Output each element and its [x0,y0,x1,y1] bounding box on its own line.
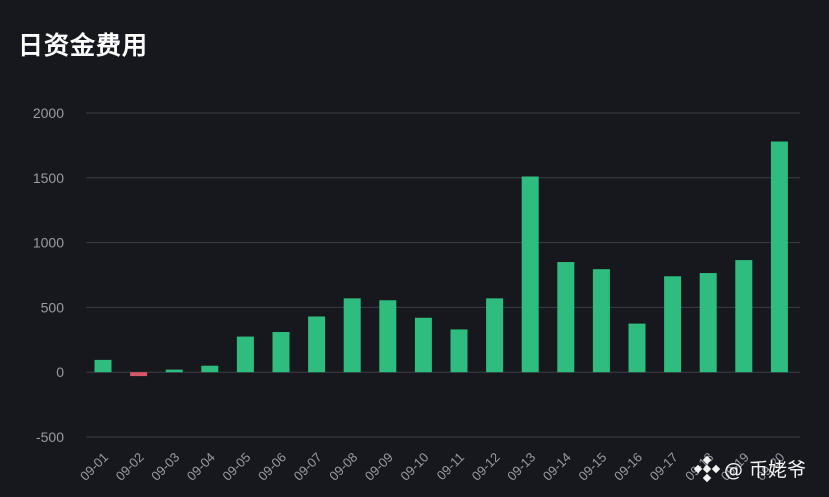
bar-09-17 [664,276,682,373]
bar-09-19 [735,260,753,373]
x-tick-label: 09-11 [434,450,467,483]
x-tick-label: 09-17 [647,450,681,484]
watermark: @ 币姥爷 [693,455,806,483]
x-tick-label: 09-05 [219,450,253,484]
bar-09-01 [94,359,112,373]
x-tick-label: 09-16 [611,450,645,484]
x-tick-label: 09-06 [255,450,289,484]
y-tick-label: 1500 [33,170,64,186]
bar-09-12 [486,298,504,373]
bar-09-11 [450,329,468,373]
x-tick-label: 09-15 [575,450,609,484]
bar-09-10 [414,317,432,373]
x-tick-label: 09-12 [469,450,503,484]
x-tick-label: 09-08 [326,450,360,484]
watermark-text: @ 币姥爷 [724,459,806,481]
x-tick-label: 09-09 [362,450,396,484]
x-tick-label: 09-13 [504,450,538,484]
bar-09-20 [770,141,788,373]
x-tick-label: 09-03 [148,450,182,484]
bar-09-05 [236,336,254,373]
bar-09-02 [130,372,148,377]
y-axis-ticks: 2000 1500 1000 500 0 -500 [33,105,64,445]
bar-09-16 [628,323,646,373]
bar-09-14 [557,262,575,373]
x-tick-label: 09-14 [540,450,574,484]
x-tick-label: 09-04 [184,450,218,484]
y-tick-label: 500 [41,299,65,315]
bar-09-07 [308,316,326,373]
bar-09-03 [165,369,183,373]
x-tick-label: 09-10 [397,450,431,484]
x-tick-label: 09-02 [113,450,147,484]
bar-09-09 [379,300,397,373]
grid-lines [86,112,800,438]
bar-09-13 [521,176,539,373]
y-tick-label: -500 [36,429,64,445]
x-tick-label: 09-07 [291,450,325,484]
bar-09-08 [343,298,361,373]
bar-09-04 [201,365,219,373]
x-tick-label: 09-01 [77,450,111,484]
bars [94,141,788,377]
bar-09-06 [272,332,290,373]
bar-09-18 [699,273,717,373]
y-tick-label: 2000 [33,105,64,121]
bar-09-15 [592,269,610,373]
y-tick-label: 0 [56,364,64,380]
chart-title: 日资金费用 [18,31,149,60]
x-axis-ticks: 09-01 09-02 09-03 09-04 09-05 09-06 09-07 09-08… [77,450,788,484]
y-tick-label: 1000 [33,235,64,251]
